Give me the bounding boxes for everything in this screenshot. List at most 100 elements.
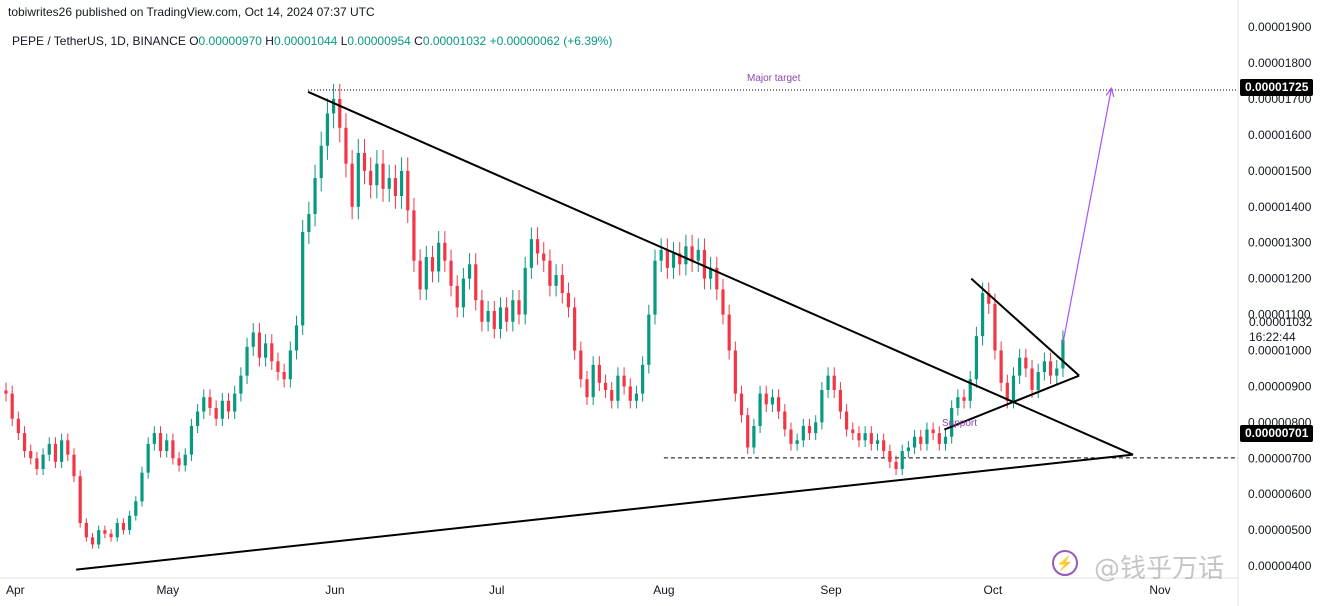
ohlc-open-key: O <box>189 34 199 48</box>
candle-body <box>1018 357 1022 376</box>
y-tick-label: 0.00000900 <box>1248 379 1312 393</box>
candle-body <box>943 436 948 444</box>
candle-body <box>1030 368 1034 391</box>
x-tick-label: Sep <box>820 583 842 597</box>
candle-body <box>690 246 694 261</box>
candle-body <box>276 361 280 373</box>
support-label: Support <box>942 418 978 429</box>
candle-body <box>461 278 465 308</box>
candle-body <box>146 443 150 473</box>
candle-body <box>251 332 255 347</box>
candle-body <box>128 515 132 531</box>
candle-body <box>801 425 805 441</box>
candle-body <box>158 433 163 452</box>
candle-body <box>109 533 113 538</box>
candle-body <box>387 178 391 189</box>
candle-body <box>826 375 830 391</box>
candle-body <box>554 275 558 286</box>
candle-body <box>492 310 496 329</box>
candle-body <box>412 210 416 261</box>
candle-body <box>47 443 51 455</box>
candle-body <box>715 267 719 290</box>
candle-body <box>245 346 249 376</box>
candle-body <box>430 257 435 272</box>
major-target-label: Major target <box>747 73 801 84</box>
candle-body <box>678 253 682 265</box>
candle-body <box>437 242 441 272</box>
candle-body <box>591 364 595 398</box>
candle-body <box>177 458 181 466</box>
candle-body <box>925 429 929 444</box>
candle-body <box>84 522 88 538</box>
candle-body <box>653 260 657 315</box>
candle-body <box>882 440 886 452</box>
candle-body <box>956 397 960 408</box>
candle-body <box>894 461 898 470</box>
candle-body <box>399 170 404 197</box>
trendline-0 <box>75 453 1134 571</box>
symbol-label: PEPE / TetherUS, 1D, BINANCE <box>12 34 186 48</box>
candle-body <box>1055 368 1059 376</box>
candle-body <box>597 364 601 383</box>
candle-body <box>381 163 385 189</box>
candle-body <box>418 260 422 290</box>
x-tick-label: Nov <box>1149 583 1170 597</box>
candle-body <box>60 440 64 462</box>
candle-body <box>659 249 663 261</box>
x-tick-label: Apr <box>6 583 25 597</box>
candle-body <box>585 379 589 398</box>
candle-body <box>869 433 873 444</box>
candle-body <box>16 418 20 434</box>
candle-body <box>820 390 824 423</box>
target-arrow-line <box>1062 88 1113 344</box>
ohlc-high-key: H <box>265 34 274 48</box>
candle-body <box>622 375 626 387</box>
candle-body <box>523 267 527 315</box>
candle-body <box>406 170 410 211</box>
candle-body <box>628 386 632 401</box>
candle-body <box>10 393 14 419</box>
candle-body <box>338 99 342 128</box>
target-arrow-head <box>1105 86 1115 98</box>
candle-body <box>721 289 725 315</box>
candle-body <box>78 476 82 523</box>
ohlc-close-key: C <box>414 34 423 48</box>
candle-body <box>171 440 175 459</box>
candle-body <box>931 429 935 434</box>
candle-body <box>72 454 76 477</box>
candle-body <box>937 433 941 444</box>
y-tick-label: 0.00000500 <box>1248 523 1312 537</box>
candle-body <box>189 425 194 455</box>
candle-body <box>331 99 336 114</box>
candle-body <box>498 307 503 329</box>
watermark-text: @钱乎万话 <box>1094 554 1225 584</box>
candle-body <box>220 400 224 419</box>
candle-body <box>22 433 27 452</box>
candle-body <box>974 336 979 380</box>
y-tick-label: 0.00000700 <box>1248 451 1312 465</box>
candle-body <box>851 429 855 434</box>
candle-body <box>560 275 564 294</box>
candle-body <box>505 307 509 322</box>
candle-body <box>739 393 744 416</box>
candle-body <box>467 264 472 279</box>
candle-body <box>758 393 762 426</box>
candle-body <box>424 257 428 290</box>
candle-body <box>727 314 731 351</box>
candle-body <box>542 253 546 261</box>
candle-body <box>455 285 459 308</box>
candle-body <box>1036 372 1040 391</box>
candle-body <box>789 429 793 444</box>
candle-body <box>783 411 787 430</box>
candle-body <box>183 454 187 466</box>
candle-body <box>906 447 911 452</box>
candle-body <box>709 267 713 279</box>
candle-body <box>968 379 972 401</box>
candle-body <box>115 522 119 538</box>
y-tick-label: 0.00001600 <box>1248 128 1312 142</box>
candle-body <box>912 436 917 448</box>
y-tick-label: 0.00000600 <box>1248 487 1312 501</box>
candle-body <box>1042 361 1046 373</box>
candle-body <box>226 400 231 412</box>
